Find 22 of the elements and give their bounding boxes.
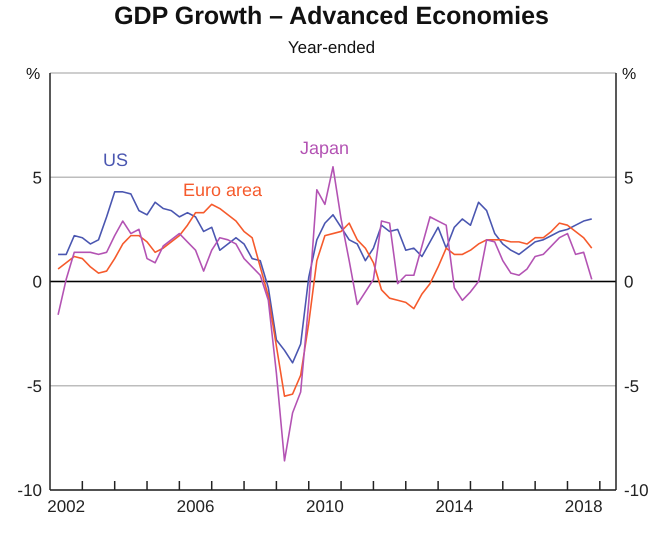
series-label: Euro area — [183, 180, 262, 201]
y2-tick-label: 0 — [624, 272, 634, 292]
y2-tick-label: -5 — [624, 376, 640, 396]
y-tick-label: 5 — [32, 168, 42, 188]
series-label: Japan — [300, 138, 350, 159]
chart-title: GDP Growth – Advanced Economies — [113, 2, 550, 31]
y2-tick-label: -10 — [624, 481, 649, 500]
series-label: US — [103, 150, 128, 171]
y2-tick-label: 5 — [624, 168, 634, 188]
x-tick-label: 2018 — [564, 497, 603, 516]
y-tick-label: 0 — [32, 272, 42, 292]
x-tick-label: 2010 — [306, 497, 344, 516]
y-axis-title: % — [26, 66, 40, 84]
y2-axis-title: % — [622, 66, 636, 84]
x-tick-label: 2006 — [176, 497, 214, 516]
line-series — [57, 166, 593, 462]
x-tick-label: 2002 — [47, 497, 86, 516]
y-tick-label: -10 — [17, 481, 42, 500]
chart-subtitle: Year-ended — [286, 38, 376, 58]
y-tick-label: -5 — [26, 376, 42, 396]
line-series — [57, 204, 593, 397]
x-tick-label: 2014 — [435, 497, 474, 516]
